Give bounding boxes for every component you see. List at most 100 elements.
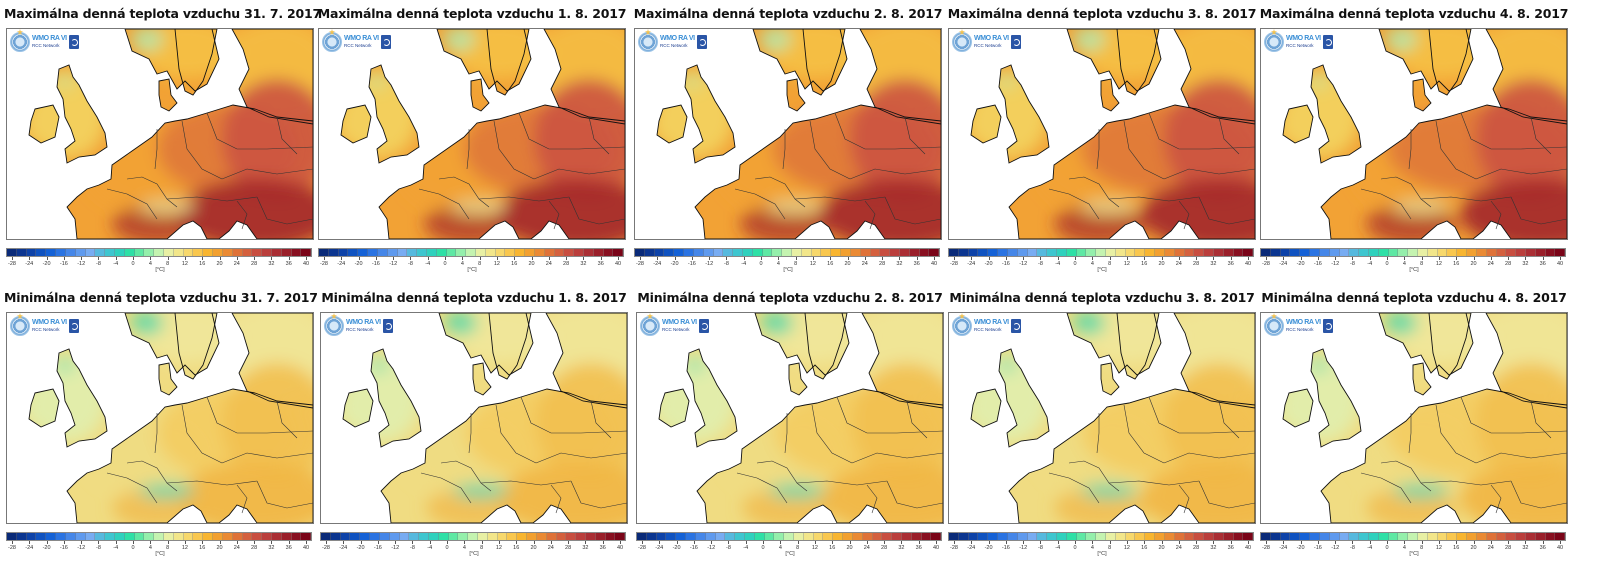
colorbar-ticks: -28 -24 -20 -16 -12 -8 -4 0 4 8 12 16 20 24 28 32 36 40 <box>6 257 312 269</box>
coastline <box>658 388 690 428</box>
colorbar-segment <box>1427 249 1438 256</box>
panel-title: Minimálna denná teplota vzduchu 4. 8. 20… <box>1261 290 1567 305</box>
colorbar-segment <box>703 249 714 256</box>
colorbar-tick-label: 0 <box>759 261 763 267</box>
colorbar-tick-label: -20 <box>670 261 679 267</box>
colorbar-segment <box>613 249 624 256</box>
colorbar-tick-label: -16 <box>1313 261 1322 267</box>
colorbar-segment <box>1086 249 1097 256</box>
colorbar-segment <box>1125 249 1136 256</box>
colorbar-tick-label: -8 <box>724 261 729 267</box>
colorbar-segment <box>821 249 832 256</box>
country-border <box>1420 196 1512 202</box>
colorbar-segment <box>742 249 753 256</box>
colorbar-segment <box>1056 533 1067 540</box>
colorbar-segment <box>637 533 647 540</box>
colorbar-segment <box>988 249 999 256</box>
colorbar-tick-label: 4 <box>1402 261 1406 267</box>
colorbar-segment <box>301 533 312 540</box>
colorbar-segment <box>507 533 518 540</box>
colorbar-segment <box>1076 249 1087 256</box>
colorbar-segment <box>1545 249 1556 256</box>
colorbar-tick-label: 28 <box>879 261 886 267</box>
country-border <box>884 196 941 225</box>
logo-region: RA VI <box>362 35 379 42</box>
country-border <box>126 460 178 492</box>
country-border <box>468 413 472 454</box>
colorbar-segment <box>656 533 667 540</box>
country-border <box>1510 480 1567 509</box>
logo-org: WMO <box>1286 319 1303 326</box>
colorbar-tick-label: 24 <box>863 545 870 551</box>
colorbar-tick-label: 8 <box>1420 261 1424 267</box>
coastline <box>1320 388 1567 523</box>
colorbar <box>1260 532 1566 541</box>
colorbar-tick-label: 20 <box>1470 261 1477 267</box>
coastline <box>56 64 108 164</box>
country-border <box>1096 129 1100 170</box>
colorbar-tick-label: -28 <box>8 261 16 267</box>
colorbar-segment <box>1037 249 1048 256</box>
colorbar-segment <box>1496 533 1507 540</box>
coastline <box>970 104 1002 144</box>
rcc-swirl-icon <box>68 35 79 49</box>
colorbar-tick-label: -28 <box>638 545 646 551</box>
colorbar-segment <box>899 249 910 256</box>
colorbar-segment <box>921 533 932 540</box>
temperature-region <box>1164 79 1255 199</box>
colorbar-segment <box>164 533 174 540</box>
temperature-region <box>1385 29 1417 51</box>
colorbar-tick-label: 40 <box>302 261 310 267</box>
colorbar-segment <box>417 249 427 256</box>
colorbar-tick-label: -24 <box>655 545 664 551</box>
country-border <box>256 196 313 225</box>
colorbar-segment <box>360 533 371 540</box>
colorbar-segment <box>1145 249 1156 256</box>
colorbar-tick-label: 20 <box>1158 545 1165 551</box>
coastline <box>1173 29 1255 125</box>
country-border <box>1178 484 1190 514</box>
colorbar-tick-label: -24 <box>25 261 34 267</box>
map-canvas <box>1282 29 1567 239</box>
colorbar-tick-label: 40 <box>302 545 310 551</box>
colorbar-segment <box>1164 249 1175 256</box>
colorbar-tick-label: -12 <box>389 261 398 267</box>
colorbar-tick-label: -28 <box>320 261 328 267</box>
colorbar-tick-label: 0 <box>131 545 135 551</box>
rcc-swirl-icon <box>1010 35 1021 49</box>
colorbar-segment <box>1486 533 1497 540</box>
colorbar-tick-label: 20 <box>844 261 851 267</box>
temperature-region <box>534 79 625 199</box>
country-border <box>236 200 248 230</box>
temperature-region <box>659 386 693 430</box>
colorbar-tick-label: -16 <box>373 545 382 551</box>
colorbar-segment <box>1525 249 1536 256</box>
wmo-globe-icon <box>10 32 30 52</box>
colorbar-segment <box>1155 533 1165 540</box>
colorbar-segment <box>1164 533 1175 540</box>
colorbar-tick-label: 8 <box>1108 545 1112 551</box>
colorbar-segment <box>1066 533 1077 540</box>
colorbar-segment <box>733 249 743 256</box>
colorbar-segment <box>1037 533 1048 540</box>
colorbar-segment <box>1408 533 1418 540</box>
country-border <box>864 200 876 230</box>
coastline <box>66 388 313 523</box>
land-temperature-field <box>971 29 1255 239</box>
wmo-globe-icon <box>640 316 660 336</box>
temperature-map: WMO RA VI RCC Network <box>634 28 942 240</box>
coastline <box>1008 388 1255 523</box>
colorbar-tick-label: 16 <box>199 261 206 267</box>
coastline <box>174 29 218 96</box>
temperature-map: WMO RA VI RCC Network <box>6 312 314 524</box>
logo-org: WMO <box>1286 35 1303 42</box>
country-border <box>796 480 888 486</box>
colorbar-tick-label: -20 <box>1296 261 1305 267</box>
colorbar-segment <box>762 249 773 256</box>
colorbar-tick-label: 36 <box>1539 545 1546 551</box>
country-border <box>1123 404 1165 464</box>
colorbar-segment <box>635 249 645 256</box>
map-canvas <box>28 313 313 523</box>
country-border <box>1148 112 1255 150</box>
colorbar-tick-label: 12 <box>495 545 502 551</box>
